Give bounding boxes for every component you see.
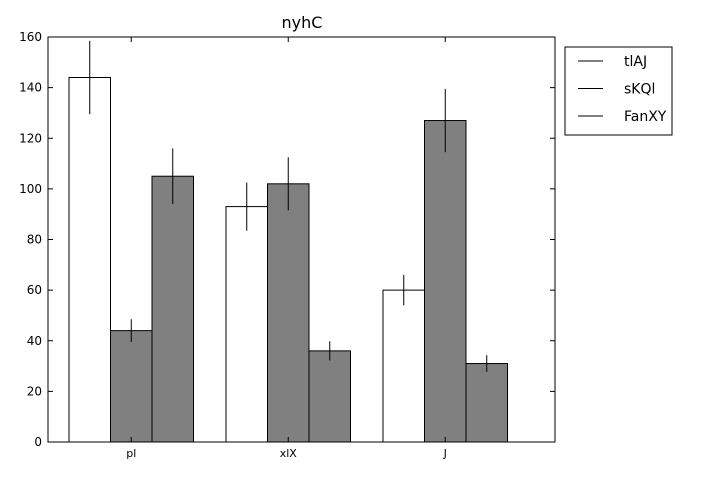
bar-FanXY-xlX bbox=[308, 350, 351, 443]
bar-sKQl-xlX bbox=[267, 183, 310, 443]
plot-frame bbox=[47, 36, 556, 443]
legend: tlAJ sKQl FanXY bbox=[564, 46, 673, 136]
legend-label-tlAJ: tlAJ bbox=[624, 54, 647, 70]
x-tick-label: pl bbox=[126, 447, 136, 460]
y-tick-label: 140 bbox=[19, 81, 42, 95]
legend-label-sKQl: sKQl bbox=[624, 82, 655, 98]
bar-tlAJ-J bbox=[382, 289, 425, 443]
x-tick-label: xlX bbox=[280, 447, 298, 460]
y-tick-label: 160 bbox=[19, 30, 42, 44]
y-tick-label: 60 bbox=[27, 283, 42, 297]
bar-FanXY-pl bbox=[151, 175, 194, 443]
y-tick-label: 100 bbox=[19, 182, 42, 196]
x-tick-label: J bbox=[443, 447, 447, 460]
bars-layer bbox=[68, 77, 508, 443]
y-tick-label: 80 bbox=[27, 233, 42, 247]
legend-label-FanXY: FanXY bbox=[624, 109, 667, 125]
error-bars-layer bbox=[89, 40, 488, 372]
y-tick-label: 0 bbox=[34, 435, 42, 449]
bar-sKQl-J bbox=[424, 120, 467, 443]
bar-sKQl-pl bbox=[110, 330, 153, 443]
y-tick-label: 120 bbox=[19, 131, 42, 145]
legend-frame bbox=[564, 46, 673, 136]
y-tick-label: 20 bbox=[27, 384, 42, 398]
bar-tlAJ-pl bbox=[68, 77, 111, 443]
bar-FanXY-J bbox=[465, 363, 508, 443]
bar-tlAJ-xlX bbox=[225, 206, 268, 443]
y-tick-label: 40 bbox=[27, 334, 42, 348]
ticks-layer: pl xlX J 0 20 40 60 80 100 120 140 160 bbox=[19, 30, 555, 460]
chart-title: nyhC bbox=[282, 13, 323, 32]
